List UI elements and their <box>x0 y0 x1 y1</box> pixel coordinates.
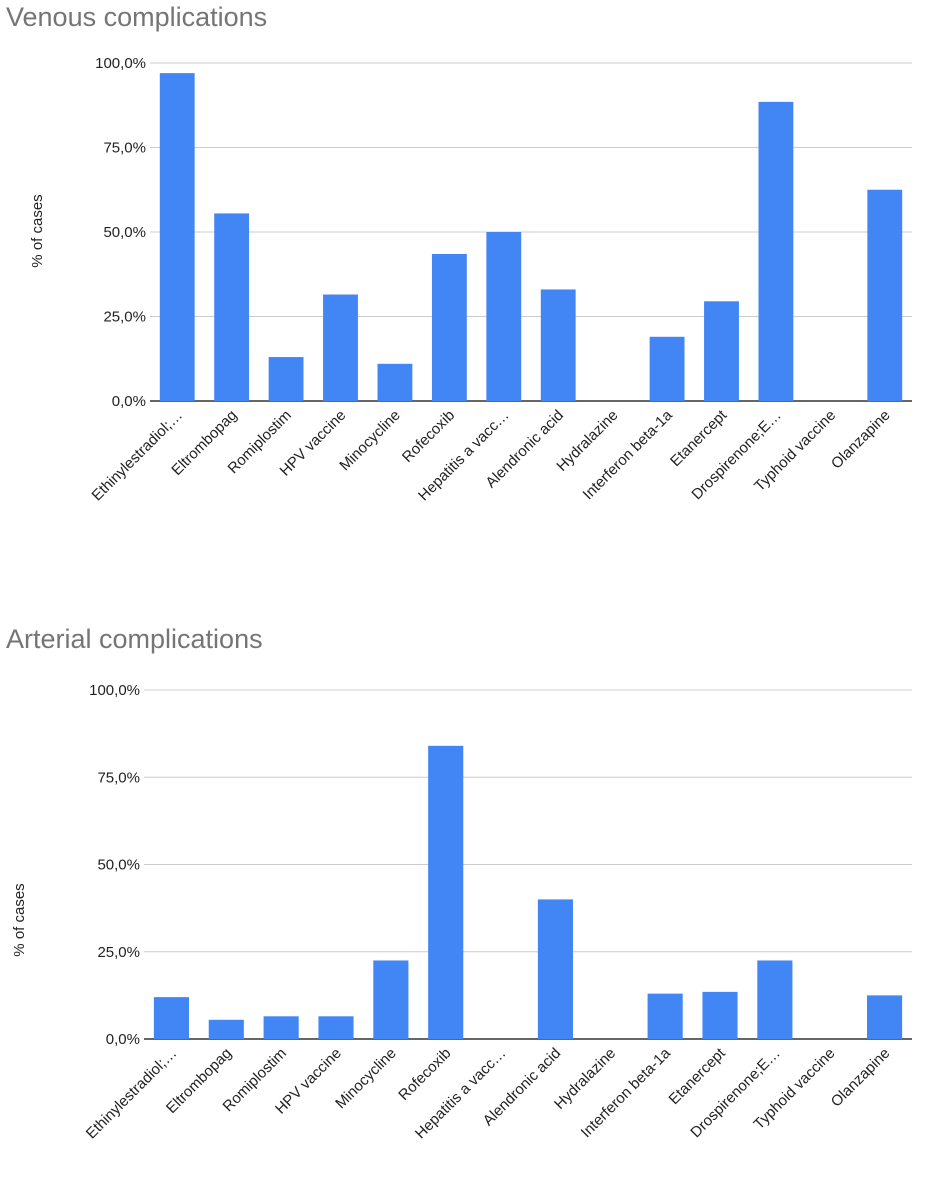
bar <box>208 1019 244 1039</box>
x-category-label: Ethinylestradiol;… <box>83 1045 181 1143</box>
chart-title: Arterial complications <box>6 624 263 654</box>
y-tick-label: 100,0% <box>89 682 140 699</box>
bar <box>649 336 685 401</box>
bar <box>318 1016 354 1039</box>
bar <box>214 213 250 401</box>
bar <box>537 899 573 1039</box>
bar <box>373 960 409 1039</box>
y-tick-label: 0,0% <box>106 1031 140 1048</box>
bar <box>153 997 189 1039</box>
bar <box>159 73 195 401</box>
bar <box>704 301 739 401</box>
y-tick-label: 25,0% <box>97 944 140 961</box>
y-tick-label: 50,0% <box>97 857 140 874</box>
bar <box>377 363 413 401</box>
bar <box>867 189 903 401</box>
y-tick-label: 50,0% <box>103 224 146 241</box>
bar <box>268 357 304 401</box>
y-tick-label: 75,0% <box>103 140 146 157</box>
y-tick-label: 0,0% <box>112 393 146 410</box>
y-axis-title: % of cases <box>29 194 46 267</box>
venous-chart: Venous complications 0,0% 25,0% 50,0% 75,0%… <box>6 2 912 505</box>
bar <box>431 253 467 401</box>
bar <box>263 1016 299 1039</box>
venous-chart-plot: 0,0% 25,0% 50,0% 75,0% 100,0% % of cases Ethin… <box>29 55 912 505</box>
y-axis-title: % of cases <box>11 883 28 956</box>
x-category-label: Ethinylestradiol;… <box>89 407 187 505</box>
x-category-label: Hepatitis a vacc… <box>415 407 513 505</box>
arterial-chart: Arterial complications 0,0% 25,0% 50,0% 75,… <box>0 618 925 1178</box>
bar <box>486 232 522 401</box>
bar <box>647 993 683 1039</box>
y-tick-label: 100,0% <box>95 55 146 72</box>
bar <box>757 960 793 1039</box>
bar <box>867 995 903 1039</box>
bar <box>702 991 738 1039</box>
bar <box>758 101 794 402</box>
y-tick-label: 25,0% <box>103 309 146 326</box>
x-category-label: Rofecoxib <box>395 1045 454 1104</box>
bar <box>540 289 576 401</box>
x-category-label: Olanzapine <box>828 1045 894 1111</box>
arterial-chart-plot: 0,0% 25,0% 50,0% 75,0% 100,0% % of cases Ethin… <box>11 682 912 1143</box>
y-tick-label: 75,0% <box>97 769 140 786</box>
bar <box>428 745 464 1039</box>
x-category-label: Olanzapine <box>828 407 894 473</box>
chart-title: Venous complications <box>6 2 268 32</box>
bar <box>323 294 358 401</box>
